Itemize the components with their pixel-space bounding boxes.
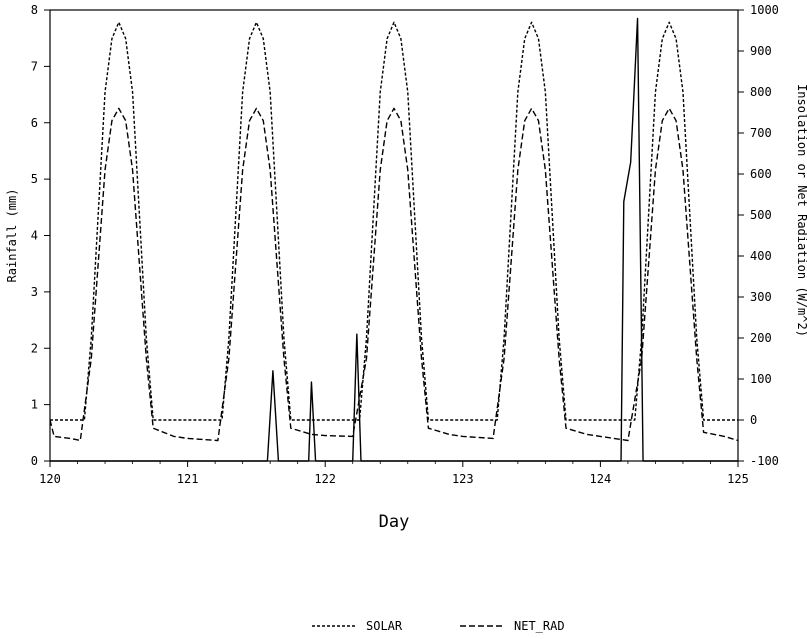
series-line-solar	[50, 21, 738, 421]
y-left-tick-label: 6	[31, 116, 38, 130]
y-left-tick-label: 0	[31, 454, 38, 468]
y-left-tick-label: 1	[31, 398, 38, 412]
y-left-tick-label: 8	[31, 3, 38, 17]
y-right-tick-label: -100	[750, 454, 779, 468]
x-tick-label: 124	[590, 472, 612, 486]
legend-label-net-rad: NET_RAD	[514, 619, 565, 633]
y-left-tick-label: 4	[31, 229, 38, 243]
y-right-tick-label: 700	[750, 126, 772, 140]
y-right-tick-label: 1000	[750, 3, 779, 17]
x-axis-label: Day	[379, 512, 410, 532]
x-tick-label: 120	[39, 472, 61, 486]
y-left-tick-label: 7	[31, 59, 38, 73]
x-tick-label: 125	[727, 472, 749, 486]
y-right-tick-label: 0	[750, 413, 757, 427]
y-right-tick-label: 900	[750, 44, 772, 58]
legend: SOLAR NET_RAD	[312, 619, 565, 633]
y-right-tick-label: 400	[750, 249, 772, 263]
y-left-tick-label: 3	[31, 285, 38, 299]
y-right-tick-label: 800	[750, 85, 772, 99]
axes-layer: 120 121 122 123 124 125012345678-100010020030…	[5, 3, 807, 532]
y-right-tick-label: 600	[750, 167, 772, 181]
y-left-axis-label: Rainfall (mm)	[5, 189, 19, 283]
x-tick-label: 123	[452, 472, 474, 486]
y-left-tick-label: 5	[31, 172, 38, 186]
y-right-tick-label: 500	[750, 208, 772, 222]
y-right-axis-label: Insolation or Net Radiation (W/m^2)	[795, 84, 807, 337]
y-right-tick-label: 300	[750, 290, 772, 304]
series-line-net-rad	[49, 107, 739, 442]
x-tick-label: 122	[314, 472, 336, 486]
y-left-tick-label: 2	[31, 341, 38, 355]
series-line-rainfall	[50, 17, 738, 462]
x-tick-label: 121	[177, 472, 199, 486]
y-right-tick-label: 200	[750, 331, 772, 345]
y-right-tick-label: 100	[750, 372, 772, 386]
series-layer	[49, 17, 739, 462]
legend-label-solar: SOLAR	[366, 619, 403, 633]
